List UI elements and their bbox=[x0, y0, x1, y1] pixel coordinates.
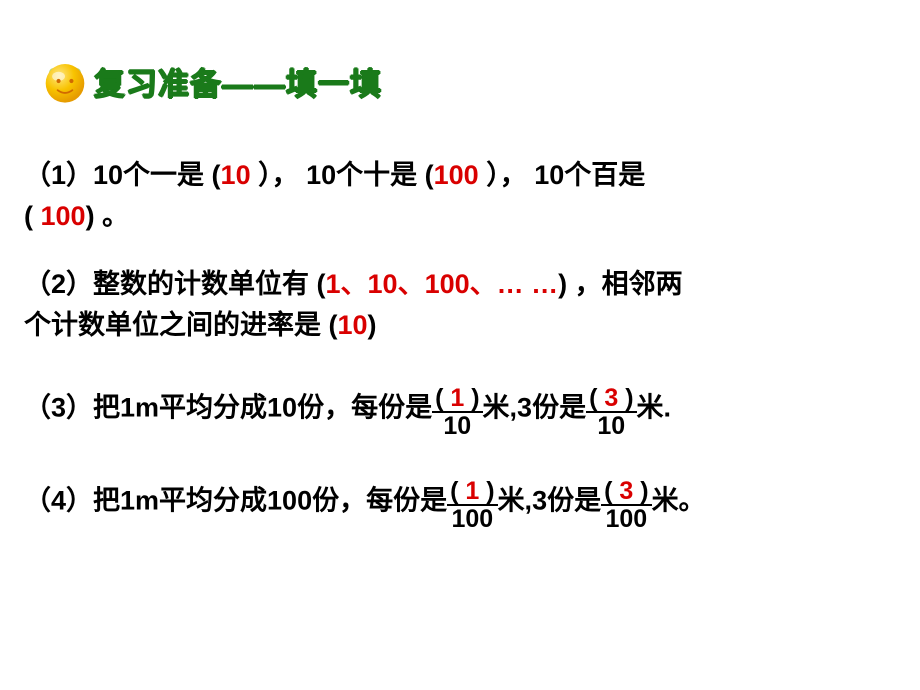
q3-text: 米. bbox=[637, 392, 672, 422]
q2-text: ) bbox=[368, 310, 377, 340]
q2-text: ) ，相邻两 bbox=[558, 269, 683, 299]
q4-fraction-1: ( 1 )100 bbox=[447, 478, 497, 533]
q4-text: 米,3份是 bbox=[498, 485, 602, 515]
paren: ( bbox=[589, 384, 604, 412]
q1-ans1: 10 bbox=[221, 160, 251, 190]
paren: ( bbox=[435, 384, 450, 412]
q1-text: ) 。 bbox=[86, 201, 130, 231]
slide: 复习准备——填一填 （1）10个一是 (10 ）， 10个十是 (100 ）， … bbox=[0, 0, 920, 690]
q3-f2-num: 3 bbox=[604, 384, 618, 412]
q4-f2-num: 3 bbox=[619, 477, 633, 505]
page-title: 复习准备——填一填 bbox=[94, 59, 382, 104]
q4-f1-den: 100 bbox=[447, 506, 497, 532]
question-3: （3）把1m平均分成10份，每份是( 1 )10米,3份是( 3 )10米. bbox=[24, 385, 896, 440]
q1-text: ）， 10个十是 ( bbox=[251, 160, 434, 190]
q4-f1-num: 1 bbox=[465, 477, 479, 505]
paren: ( bbox=[450, 477, 465, 505]
header: 复习准备——填一填 bbox=[42, 58, 382, 104]
q4-text: （4）把1m平均分成100份，每份是 bbox=[24, 485, 447, 515]
smiley-icon bbox=[42, 58, 88, 104]
q3-f2-den: 10 bbox=[586, 413, 636, 439]
paren: ) bbox=[479, 477, 494, 505]
q3-f1-num: 1 bbox=[450, 384, 464, 412]
content-body: （1）10个一是 (10 ）， 10个十是 (100 ）， 10个百是 ( 10… bbox=[24, 155, 896, 560]
q4-f2-den: 100 bbox=[601, 506, 651, 532]
q3-fraction-2: ( 3 )10 bbox=[586, 385, 636, 440]
q1-text: ）， 10个百是 bbox=[479, 160, 646, 190]
q2-ans2: 10 bbox=[338, 310, 368, 340]
q3-text: （3）把1m平均分成10份，每份是 bbox=[24, 392, 432, 422]
q1-text: ( bbox=[24, 201, 41, 231]
question-1: （1）10个一是 (10 ）， 10个十是 (100 ）， 10个百是 ( 10… bbox=[24, 155, 896, 236]
paren: ) bbox=[464, 384, 479, 412]
q2-ans1: 1、10、100、… … bbox=[326, 269, 559, 299]
paren: ) bbox=[633, 477, 648, 505]
q4-fraction-2: ( 3 )100 bbox=[601, 478, 651, 533]
question-2: （2）整数的计数单位有 (1、10、100、… …) ，相邻两 个计数单位之间的… bbox=[24, 264, 896, 345]
q1-ans2: 100 bbox=[434, 160, 479, 190]
q2-text: （2）整数的计数单位有 ( bbox=[24, 269, 326, 299]
q3-f1-den: 10 bbox=[432, 413, 482, 439]
q3-text: 米,3份是 bbox=[483, 392, 587, 422]
paren: ) bbox=[618, 384, 633, 412]
q4-text: 米。 bbox=[652, 485, 706, 515]
question-4: （4）把1m平均分成100份，每份是( 1 )100米,3份是( 3 )100米… bbox=[24, 478, 896, 533]
q3-fraction-1: ( 1 )10 bbox=[432, 385, 482, 440]
q1-ans3: 100 bbox=[41, 201, 86, 231]
paren: ( bbox=[604, 477, 619, 505]
q1-text: （1）10个一是 ( bbox=[24, 160, 221, 190]
q2-text: 个计数单位之间的进率是 ( bbox=[24, 310, 338, 340]
